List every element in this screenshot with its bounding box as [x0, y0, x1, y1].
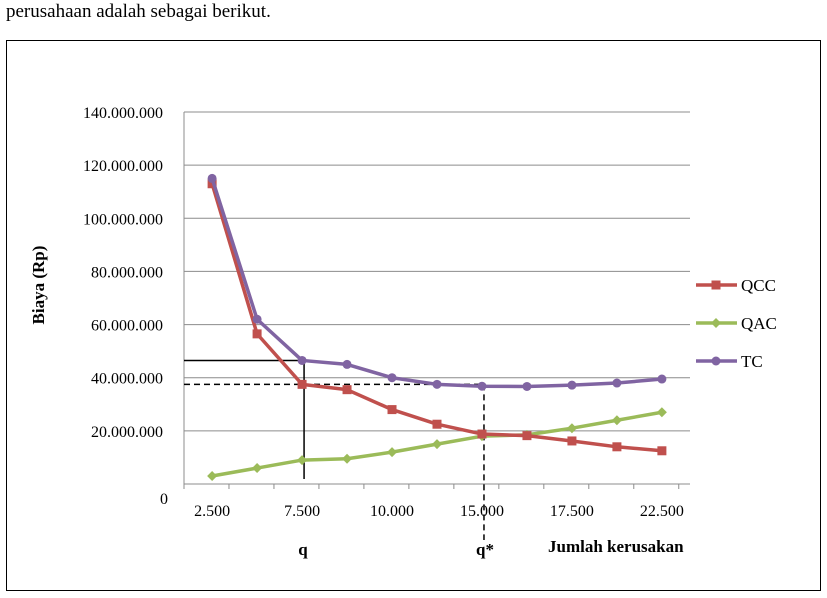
data-point-qcc — [432, 419, 442, 429]
y-tick-label: 140.000.000 — [83, 105, 163, 122]
data-point-tc — [567, 380, 577, 390]
y-tick-label: 120.000.000 — [83, 158, 163, 175]
legend-label-qac: QAC — [741, 314, 777, 333]
data-point-qcc — [657, 446, 667, 456]
data-point-qac — [252, 463, 263, 474]
data-point-qac — [566, 423, 577, 434]
data-point-tc — [612, 378, 622, 388]
grid-lines — [183, 111, 690, 489]
legend-label-qcc: QCC — [741, 276, 776, 295]
x-tick-labels: 2.500 7.500 10.000 15.000 17.500 22.500 — [194, 503, 684, 520]
data-point-tc — [342, 359, 352, 369]
legend-label-tc: TC — [741, 352, 763, 371]
data-point-tc — [252, 314, 262, 324]
x-tick-label: 2.500 — [194, 503, 230, 520]
y-tick-label: 0 — [160, 491, 168, 508]
data-point-tc — [387, 373, 397, 383]
data-point-tc — [207, 173, 217, 183]
data-point-tc — [477, 381, 487, 391]
data-point-qcc — [522, 431, 532, 441]
data-point-tc — [657, 374, 667, 384]
data-point-qcc — [612, 442, 622, 452]
data-point-tc — [297, 355, 307, 365]
y-tick-labels: 0 20.000.000 40.000.000 60.000.000 80.000.00… — [83, 105, 168, 508]
y-tick-label: 40.000.000 — [91, 371, 163, 388]
legend-marker-qcc — [711, 280, 721, 290]
data-point-qac — [611, 415, 622, 426]
data-point-tc — [522, 381, 532, 391]
y-tick-label: 20.000.000 — [91, 424, 163, 441]
x-tick-label: 10.000 — [370, 503, 414, 520]
data-point-qcc — [342, 385, 352, 395]
x-tick-label: 15.000 — [460, 503, 504, 520]
data-point-tc — [432, 379, 442, 389]
data-point-qcc — [387, 405, 397, 415]
y-tick-label: 80.000.000 — [91, 264, 163, 281]
y-tick-label: 100.000.000 — [83, 211, 163, 228]
data-point-qac — [656, 407, 667, 418]
data-point-qac — [432, 439, 442, 450]
x-tick-label: 22.500 — [640, 503, 684, 520]
legend-marker-tc — [711, 356, 721, 366]
series-lines — [207, 173, 667, 482]
legend: QCC QAC TC — [696, 276, 777, 371]
series-line-tc — [210, 177, 663, 389]
y-axis-label: Biaya (Rp) — [29, 246, 48, 325]
data-point-qcc — [297, 379, 307, 389]
data-point-qac — [297, 455, 308, 466]
chart-frame — [6, 40, 821, 591]
x-axis-label: Jumlah kerusakan — [548, 537, 684, 556]
legend-marker-qac — [711, 318, 721, 328]
series-line-qcc — [210, 183, 663, 453]
data-point-qac — [207, 471, 218, 482]
annotation-q: q — [298, 540, 308, 559]
x-tick-label: 7.500 — [284, 503, 320, 520]
intro-text: perusahaan adalah sebagai berikut. — [6, 1, 271, 22]
x-tick-label: 17.500 — [550, 503, 594, 520]
y-tick-label: 60.000.000 — [91, 318, 163, 335]
data-point-qac — [342, 453, 353, 464]
data-point-qcc — [567, 436, 577, 446]
annotation-q-star: q* — [476, 540, 494, 559]
data-point-qcc — [477, 429, 487, 439]
data-point-qcc — [252, 329, 262, 339]
data-point-qac — [387, 447, 398, 458]
